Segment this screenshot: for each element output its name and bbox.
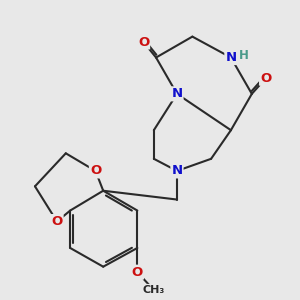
Text: N: N (171, 164, 182, 177)
Text: CH₃: CH₃ (143, 285, 165, 295)
Text: N: N (171, 87, 182, 101)
Text: N: N (225, 51, 236, 64)
Text: O: O (90, 164, 101, 177)
Text: O: O (138, 35, 149, 49)
Text: O: O (260, 72, 271, 85)
Text: O: O (132, 266, 143, 279)
Text: H: H (238, 50, 248, 62)
Text: O: O (51, 215, 63, 228)
